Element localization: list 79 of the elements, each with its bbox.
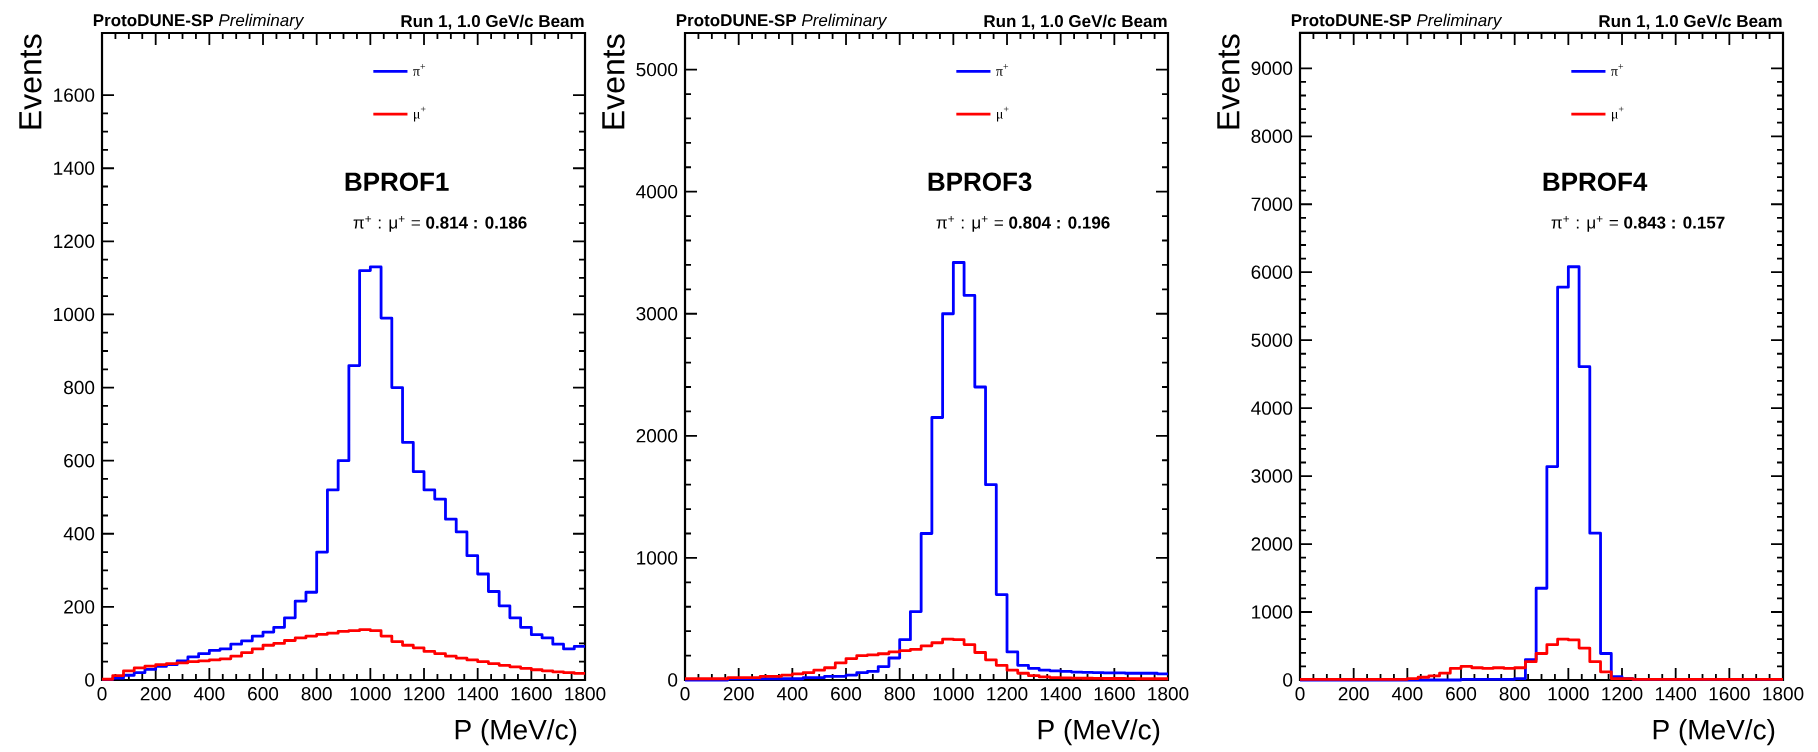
- x-tick-label: 1800: [1763, 687, 1804, 701]
- y-axis-title: Events: [602, 34, 625, 129]
- text: Run 1, 1.0 GeV/c Beam: [1599, 14, 1782, 30]
- x-tick-label: 200: [723, 687, 754, 701]
- x-tick-label: 1800: [1148, 687, 1189, 701]
- legend-label: π$^{+}$: [996, 64, 1009, 76]
- legend-label: π$^{+}$: [413, 64, 426, 76]
- y-tick-label: 2000: [1251, 537, 1293, 551]
- y-tick-label: 3000: [636, 307, 678, 321]
- y-tick-label: 7000: [1251, 197, 1293, 212]
- x-tick-label: 600: [1446, 687, 1477, 701]
- y-tick-label: 800: [64, 380, 95, 395]
- y-tick-label: 4000: [636, 185, 678, 199]
- y-tick-label: 0: [85, 673, 95, 687]
- legend-label: π$^{+}$: [1611, 64, 1624, 76]
- x-tick-label: 200: [1338, 687, 1369, 701]
- y-tick-label: 1400: [54, 161, 95, 176]
- y-tick-label: 5000: [636, 62, 678, 77]
- x-tick-label: 400: [1391, 687, 1423, 701]
- y-tick-label: 1000: [54, 307, 95, 322]
- x-tick-label: 1600: [1709, 687, 1750, 701]
- x-tick-label: 1800: [565, 687, 606, 701]
- y-tick-label: 9000: [1251, 61, 1293, 76]
- x-tick-label: 0: [1295, 687, 1305, 701]
- text: ProtoDUNE-SP Preliminary: [676, 13, 888, 30]
- annotation: π$^{+}$ : μ$^{+}$ = 0.843 : 0.157: [1551, 216, 1725, 232]
- x-tick-label: 1600: [511, 687, 552, 701]
- y-tick-label: 4000: [1251, 401, 1293, 415]
- x-tick-label: 0: [680, 687, 690, 701]
- x-tick-label: 400: [193, 687, 225, 701]
- legend-label: μ$^{+}$: [1612, 106, 1624, 122]
- x-tick-label: 400: [776, 687, 808, 701]
- x-tick-label: 800: [301, 687, 332, 701]
- x-tick-label: 200: [140, 687, 171, 701]
- y-tick-label: 0: [1283, 673, 1293, 687]
- x-tick-label: 1000: [933, 687, 974, 701]
- y-tick-label: 5000: [1251, 333, 1293, 347]
- x-tick-label: 1200: [404, 687, 445, 701]
- y-tick-label: 0: [668, 673, 678, 687]
- legend-label: μ$^{+}$: [414, 106, 426, 122]
- x-tick-label: 1000: [350, 687, 391, 701]
- x-axis-title: P (MeV/c): [455, 719, 577, 746]
- x-tick-label: 1400: [457, 687, 499, 701]
- x-tick-label: 1200: [1602, 687, 1643, 701]
- y-tick-label: 1200: [54, 234, 95, 249]
- x-tick-label: 1400: [1655, 687, 1697, 701]
- x-tick-label: 1400: [1040, 687, 1082, 701]
- annotation: π$^{+}$ : μ$^{+}$ = 0.814 : 0.186: [353, 216, 527, 232]
- y-tick-label: 8000: [1251, 129, 1293, 144]
- y-tick-label: 600: [64, 454, 95, 468]
- x-tick-label: 1000: [1548, 687, 1589, 701]
- text: BPROF4: [1543, 172, 1648, 192]
- x-tick-label: 1600: [1094, 687, 1135, 701]
- y-axis-title: Events: [1217, 34, 1240, 129]
- text: Run 1, 1.0 GeV/c Beam: [401, 14, 584, 30]
- text: ProtoDUNE-SP Preliminary: [1291, 13, 1503, 30]
- y-tick-label: 6000: [1251, 265, 1293, 280]
- y-tick-label: 1000: [637, 551, 678, 565]
- x-axis-title: P (MeV/c): [1653, 719, 1775, 746]
- x-axis-title: P (MeV/c): [1038, 719, 1160, 746]
- y-tick-label: 1000: [1252, 605, 1293, 619]
- text: Run 1, 1.0 GeV/c Beam: [984, 14, 1167, 30]
- text: BPROF3: [928, 172, 1032, 192]
- y-tick-label: 1600: [54, 88, 95, 102]
- legend-label: μ$^{+}$: [997, 106, 1009, 122]
- annotation: π$^{+}$ : μ$^{+}$ = 0.804 : 0.196: [936, 216, 1110, 232]
- x-tick-label: 600: [831, 687, 862, 701]
- y-tick-label: 400: [63, 527, 95, 541]
- text: ProtoDUNE-SP Preliminary: [93, 13, 305, 30]
- x-tick-label: 800: [884, 687, 915, 701]
- y-tick-label: 3000: [1251, 469, 1293, 483]
- x-tick-label: 600: [248, 687, 279, 701]
- y-axis-title: Events: [19, 34, 42, 129]
- y-tick-label: 200: [64, 600, 95, 614]
- text: BPROF1: [345, 172, 449, 192]
- y-tick-label: 2000: [636, 429, 678, 443]
- x-tick-label: 800: [1499, 687, 1530, 701]
- x-tick-label: 0: [97, 687, 107, 701]
- x-tick-label: 1200: [987, 687, 1028, 701]
